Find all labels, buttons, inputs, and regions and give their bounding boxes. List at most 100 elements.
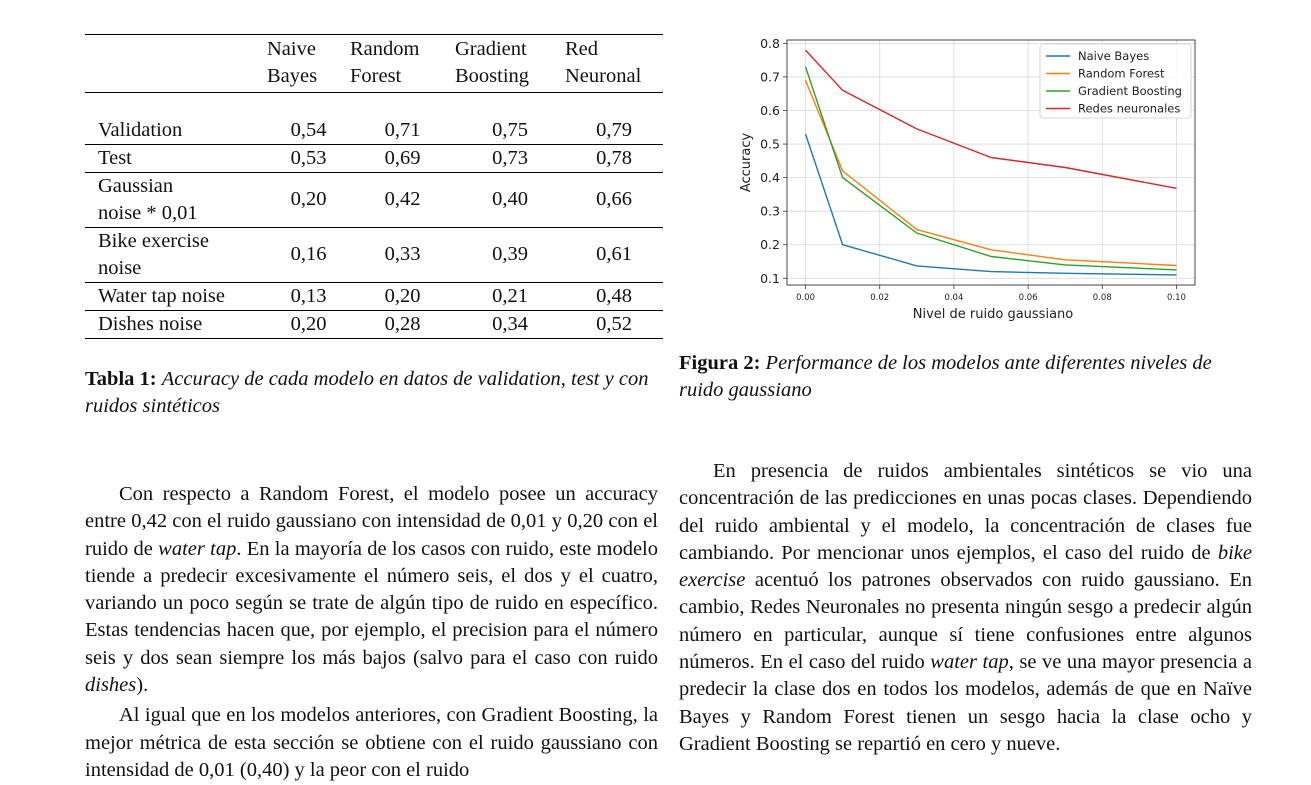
table-cell: 0,53 (290, 146, 327, 169)
italic-run: dishes (85, 674, 137, 697)
y-tick-label: 0.1 (760, 271, 780, 286)
table-caption-label: Tabla 1: (85, 368, 157, 390)
legend-entry: Redes neuronales (1078, 102, 1180, 116)
table-cell: 0,69 (384, 146, 421, 169)
header-line: Boosting (455, 65, 530, 87)
left-column-text: Con respecto a Random Forest, el modelo … (85, 481, 658, 784)
x-tick-label: 0.10 (1167, 293, 1186, 303)
legend-entry: Gradient Boosting (1078, 84, 1182, 98)
x-tick-label: 0.08 (1093, 293, 1112, 303)
table-cell: 0,20 (384, 284, 421, 307)
text-run: , se ve una mayor presencia a predecir l… (679, 651, 1252, 755)
results-table: Naive Bayes Random Forest Gradient Boosting Re… (85, 34, 663, 339)
header-cell: Random Forest (350, 35, 455, 93)
row-label-line: Validation (98, 118, 183, 141)
table-cell: 0,34 (492, 312, 528, 335)
table-cell: 0,28 (384, 312, 421, 335)
row-label-line: Bike exercise (98, 229, 209, 252)
text-run: En presencia de ruidos ambientales sinté… (679, 460, 1252, 564)
legend-box (1039, 43, 1192, 119)
y-tick-label: 0.2 (760, 237, 780, 252)
header-line: Forest (350, 65, 402, 87)
table-cell: 0,42 (384, 188, 421, 210)
table-row: Gaussian noise * 0,01 0,20 0,42 0,40 0,66 (85, 172, 663, 227)
table-cell: 0,78 (596, 146, 632, 169)
table-cell: 0,40 (492, 188, 528, 210)
right-column-text: En presencia de ruidos ambientales sinté… (679, 458, 1252, 758)
text-run: . En la mayoría de los casos con ruido, … (85, 537, 658, 669)
legend-entry: Naive Bayes (1078, 49, 1149, 63)
table-cell: 0,16 (290, 243, 327, 265)
row-label: Validation (85, 117, 267, 145)
header-line: Gradient (455, 38, 527, 60)
table-cell: 0,79 (596, 118, 632, 141)
series-line-redes-neuronales (804, 49, 1177, 189)
left-paragraph-2: Al igual que en los modelos anteriores, … (85, 702, 658, 784)
table-cell: 0,20 (290, 188, 327, 210)
table-caption-text: Accuracy de cada modelo en datos de vali… (85, 368, 649, 417)
header-cell-empty (85, 35, 267, 93)
header-cell: Gradient Boosting (455, 35, 565, 93)
table-cell: 0,33 (384, 243, 421, 265)
legend-entry: Random Forest (1078, 67, 1165, 81)
table-cell: 0,66 (596, 188, 632, 210)
text-run: Con respecto a Random Forest, el modelo … (85, 483, 658, 560)
y-tick-label: 0.5 (760, 137, 780, 152)
table-cell: 0,71 (384, 118, 421, 141)
figure-caption-text: Performance de los modelos ante diferent… (679, 352, 1212, 401)
row-label: Gaussian noise * 0,01 (85, 172, 267, 227)
x-tick-label: 0.04 (944, 293, 963, 303)
y-axis-label: Accuracy (739, 133, 754, 193)
series-line-naive-bayes (804, 133, 1177, 276)
italic-run: bike exercise (679, 541, 1252, 592)
row-label-line: Test (98, 146, 132, 169)
row-label-line: Dishes noise (98, 312, 203, 335)
row-label: Dishes noise (85, 310, 267, 338)
table-cell: 0,20 (290, 312, 327, 335)
series-line-gradient-boosting (804, 66, 1177, 271)
y-tick-label: 0.6 (760, 103, 780, 118)
table-row: Water tap noise 0,13 0,20 0,21 0,48 (85, 282, 663, 310)
x-tick-label: 0.00 (796, 293, 815, 303)
italic-run: water tap (930, 651, 1009, 674)
header-cell: Naive Bayes (267, 35, 350, 93)
table-row: Bike exercise noise 0,16 0,33 0,39 0,61 (85, 227, 663, 282)
row-label-line: noise * 0,01 (98, 201, 198, 224)
table-cell: 0,21 (492, 284, 528, 307)
table-cell: 0,39 (492, 243, 528, 265)
italic-run: water tap (158, 537, 237, 560)
table-row: Dishes noise 0,20 0,28 0,34 0,52 (85, 310, 663, 338)
text-run: acentuó los patrones observados con ruid… (679, 569, 1252, 674)
row-label-line: noise (98, 256, 142, 279)
header-line (85, 63, 267, 90)
table-spacer-row (85, 93, 663, 117)
left-paragraph-1: Con respecto a Random Forest, el modelo … (85, 481, 658, 699)
text-run: Al igual que en los modelos anteriores, … (85, 704, 658, 781)
x-tick-label: 0.02 (870, 293, 889, 303)
row-label: Bike exercise noise (85, 227, 267, 282)
table-cell: 0,52 (596, 312, 632, 335)
y-tick-label: 0.8 (760, 36, 780, 51)
y-tick-label: 0.7 (760, 69, 780, 84)
y-tick-label: 0.3 (760, 204, 780, 219)
table-cell: 0,13 (290, 284, 327, 307)
table-row: Test 0,53 0,69 0,73 0,78 (85, 144, 663, 172)
table-caption: Tabla 1: Accuracy de cada modelo en dato… (85, 366, 663, 420)
table-cell: 0,54 (290, 118, 327, 141)
figure-caption: Figura 2: Performance de los modelos ant… (679, 350, 1257, 404)
table-header-row: Naive Bayes Random Forest Gradient Boosting Re… (85, 34, 663, 93)
plot-frame (786, 39, 1196, 286)
header-line: Naive (267, 38, 316, 60)
x-axis-label: Nivel de ruido gaussiano (913, 307, 1074, 322)
results-table-container: Naive Bayes Random Forest Gradient Boosting Re… (85, 34, 663, 339)
table-cell: 0,73 (492, 146, 528, 169)
figure-caption-label: Figura 2: (679, 352, 761, 374)
row-label: Water tap noise (85, 282, 267, 310)
table-cell: 0,61 (596, 243, 632, 265)
header-line: Red (565, 38, 599, 60)
table-row: Validation 0,54 0,71 0,75 0,79 (85, 117, 663, 145)
row-label-line: Water tap noise (98, 284, 225, 307)
table-cell: 0,75 (492, 118, 528, 141)
header-line: Neuronal (565, 65, 642, 87)
table-cell: 0,48 (596, 284, 632, 307)
